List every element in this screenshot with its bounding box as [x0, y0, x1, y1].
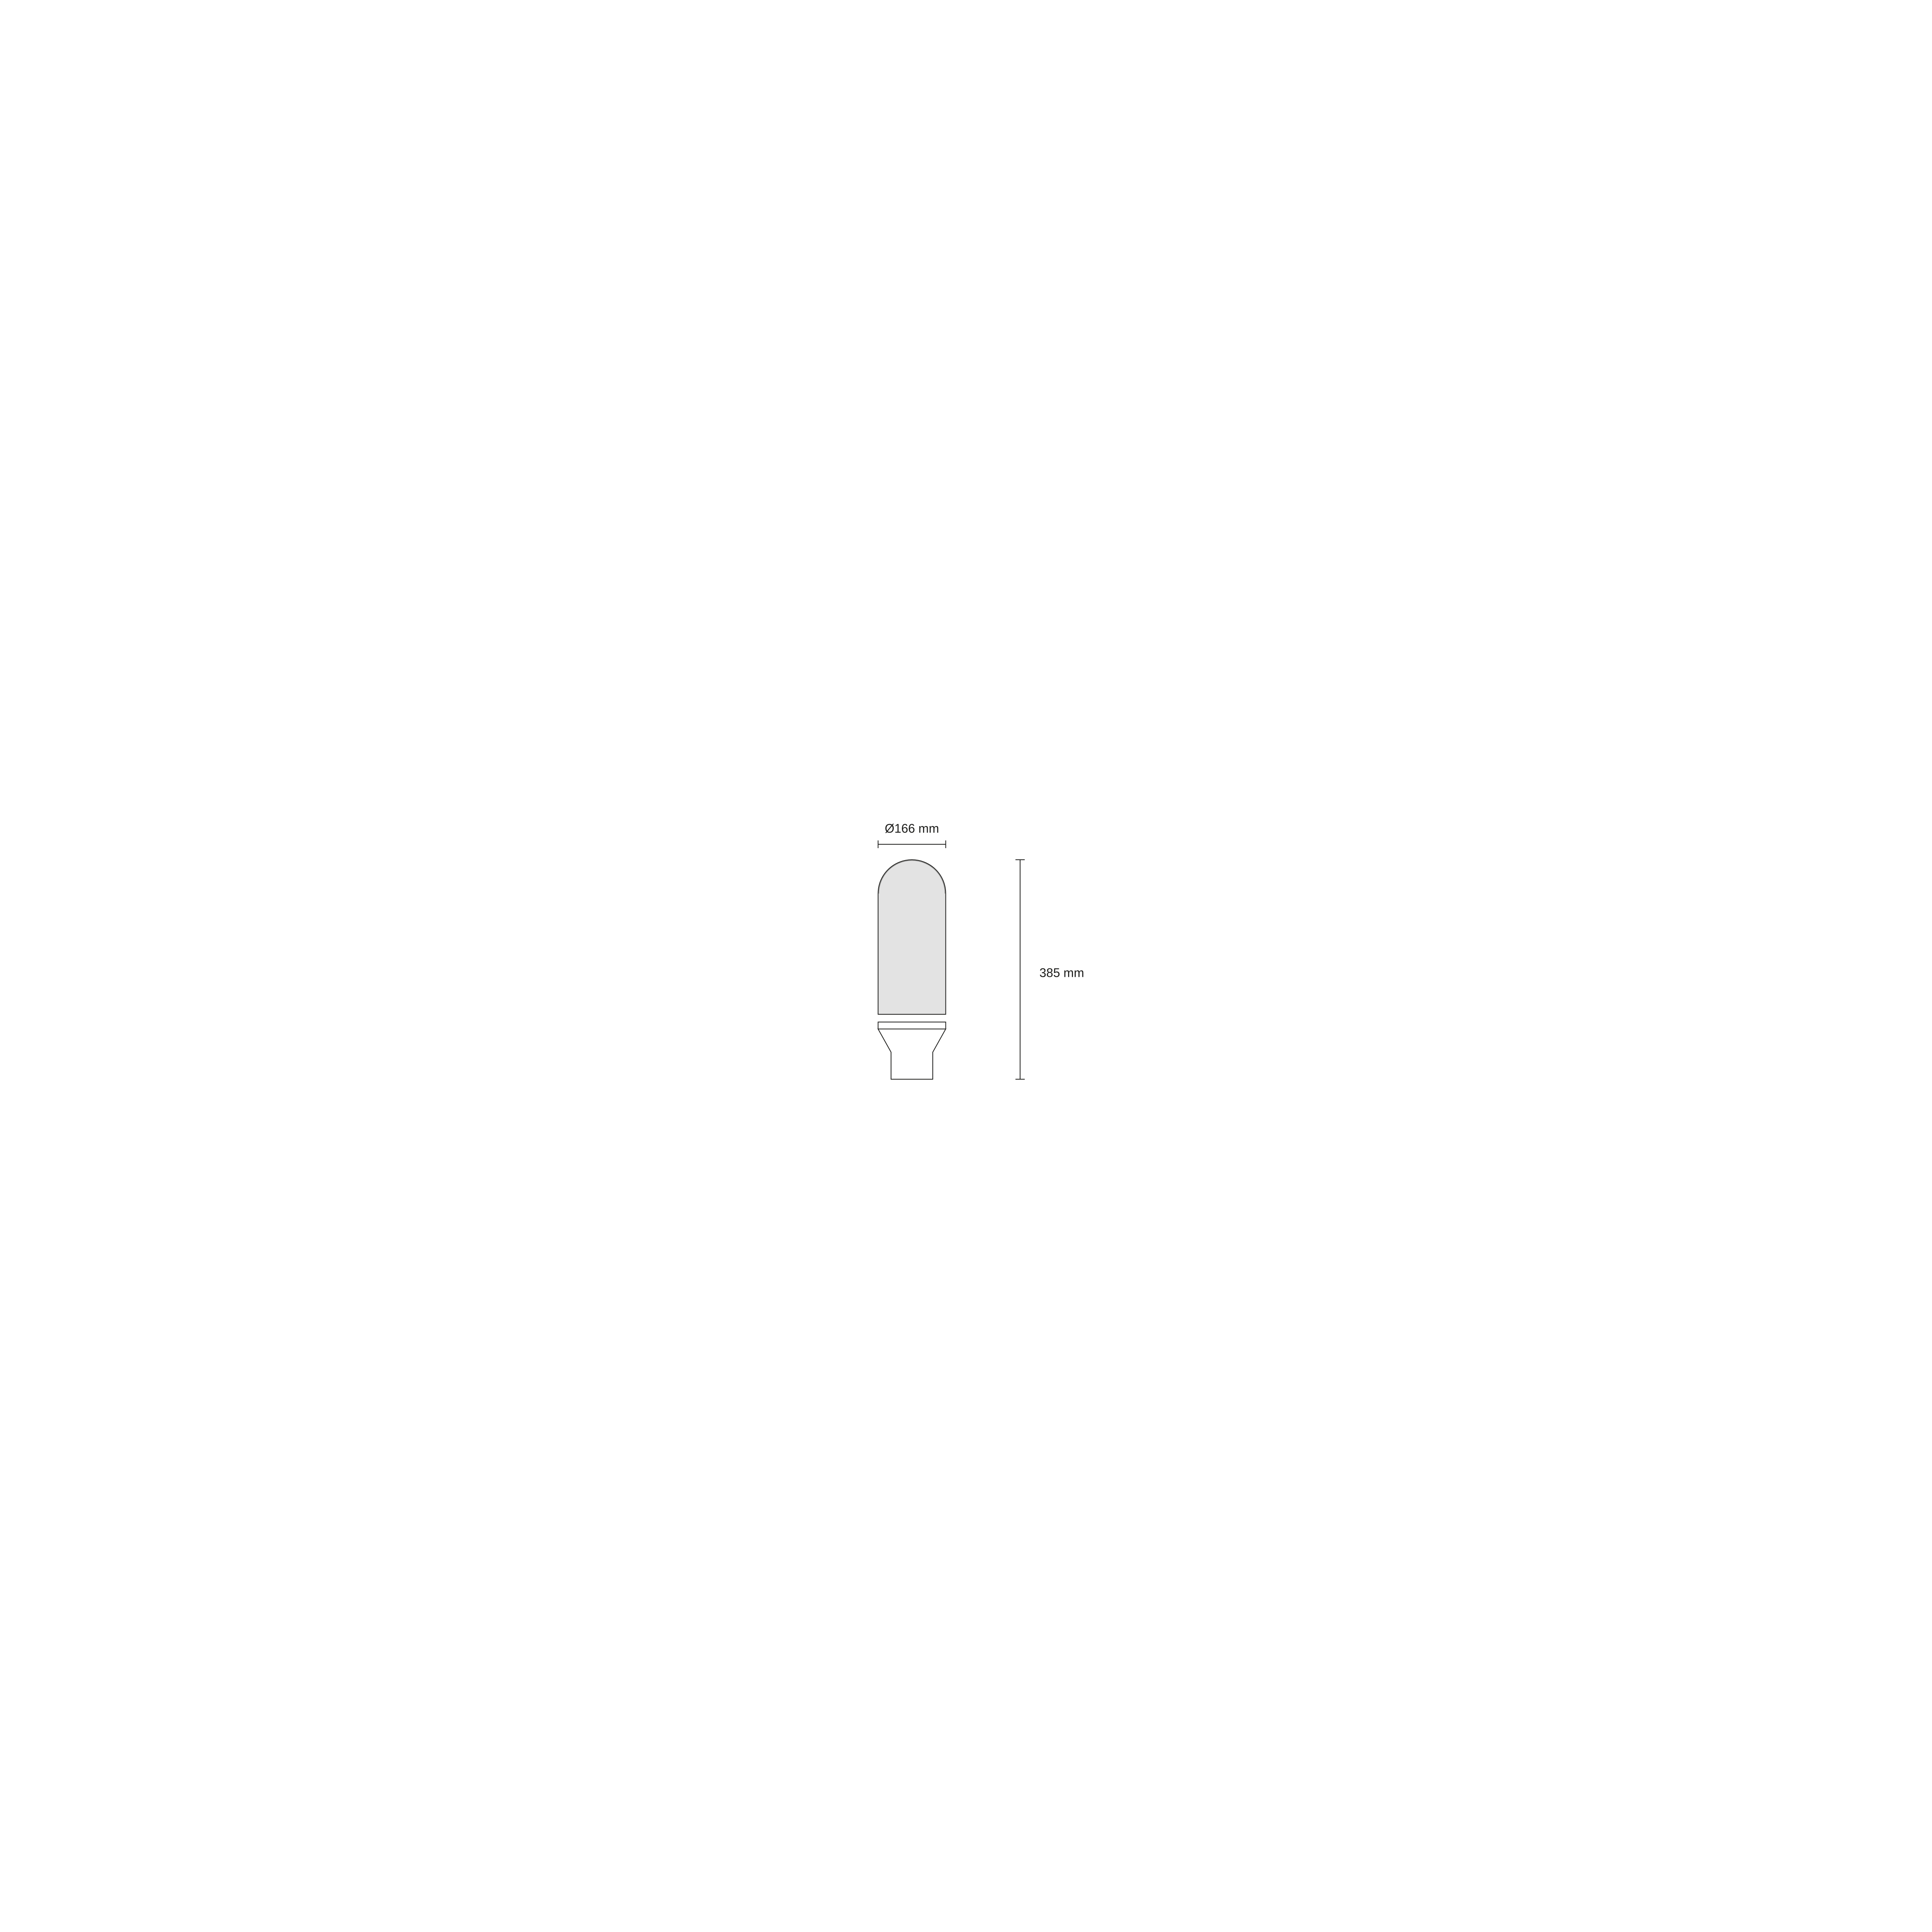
width-dim-label: Ø166 mm — [885, 821, 939, 835]
product-outline — [878, 860, 946, 1079]
width-dimension: Ø166 mm — [878, 821, 946, 848]
height-dim-label: 385 mm — [1039, 966, 1084, 980]
dimension-diagram: Ø166 mm 385 mm — [773, 773, 1159, 1159]
dome — [878, 860, 946, 1014]
collar-band — [878, 1022, 946, 1029]
